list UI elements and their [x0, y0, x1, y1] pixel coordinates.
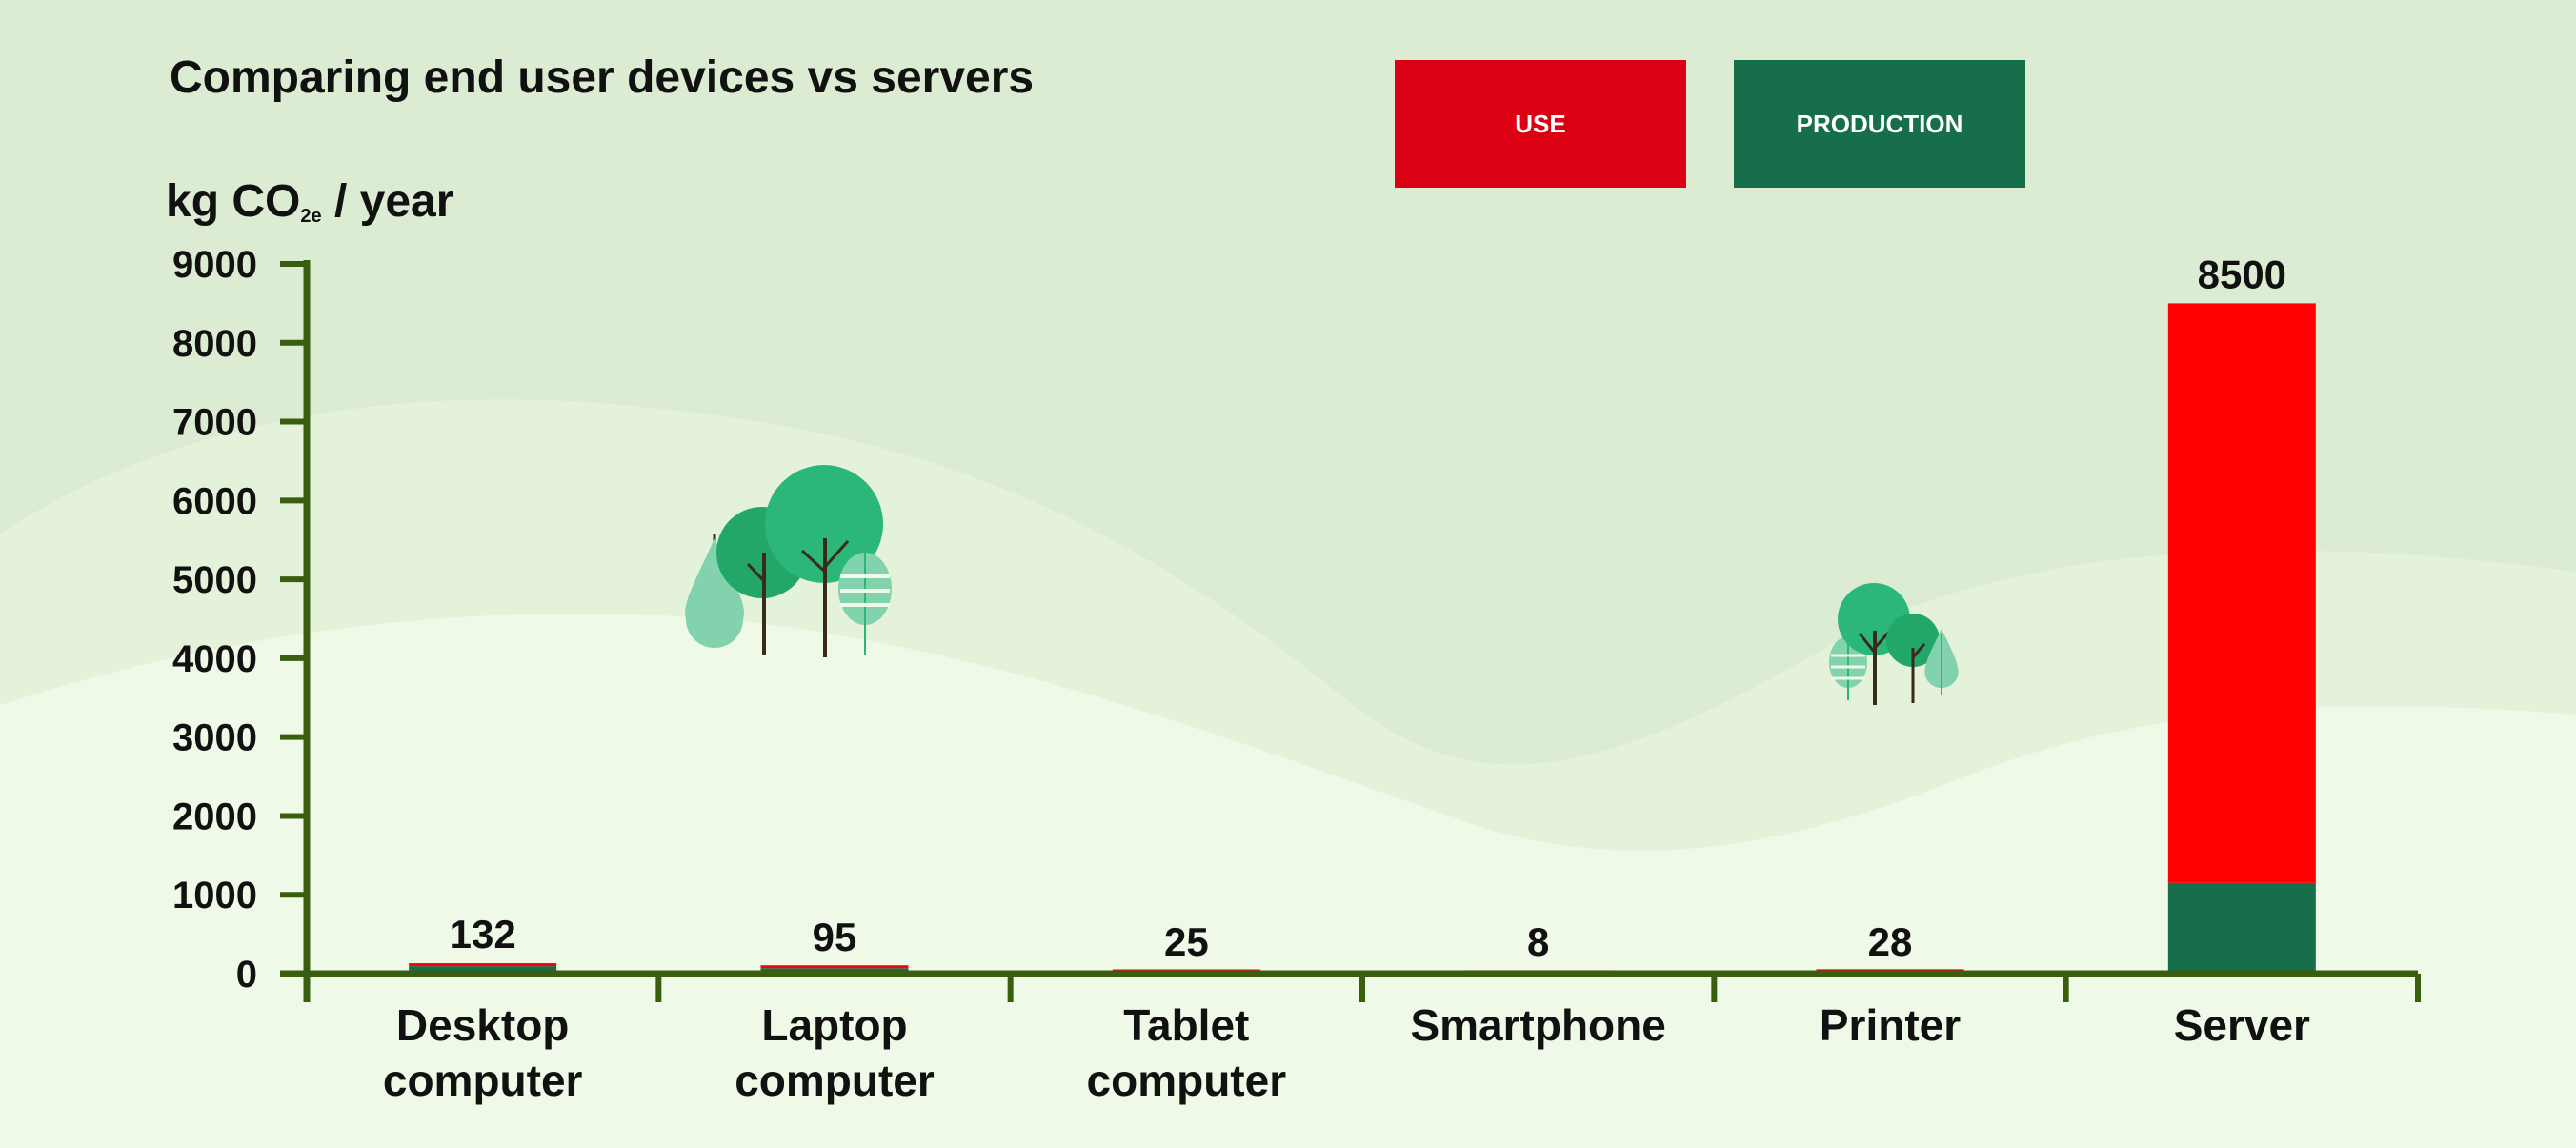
y-tick-label: 3000 — [172, 717, 257, 759]
y-tick-label: 8000 — [172, 323, 257, 365]
y-tick-label: 1000 — [172, 875, 257, 916]
y-axis-ticks: 0 1000 2000 3000 4000 5000 6000 7000 8000 9000 — [172, 244, 307, 996]
y-tick-label: 9000 — [172, 244, 257, 286]
axes — [280, 260, 2421, 1002]
y-tick-label: 0 — [236, 954, 257, 996]
bar-production — [2167, 882, 2316, 974]
x-tick-label: Server — [2174, 1000, 2310, 1050]
bar-total-label: 8500 — [2198, 252, 2286, 296]
y-tick-label: 7000 — [172, 402, 257, 444]
tree-group-right-icon — [1829, 583, 1959, 705]
x-tick-label-line: computer — [1087, 1056, 1287, 1105]
legend-use: USE — [1395, 60, 1686, 188]
x-tick-label-line: Server — [2174, 1000, 2310, 1050]
x-tick-label-line: Printer — [1820, 1000, 1961, 1050]
bar-use — [409, 963, 557, 967]
bar-total-label: 95 — [813, 915, 857, 959]
x-axis-ticks: Desktop computer Laptop computer Tablet compu… — [383, 1000, 2310, 1105]
bar-use — [2167, 303, 2316, 883]
x-tick-label: Tablet computer — [1087, 1000, 1287, 1105]
x-tick-label: Smartphone — [1410, 1000, 1665, 1050]
bar-total-label: 25 — [1164, 919, 1209, 964]
legend-production: PRODUCTION — [1734, 60, 2025, 188]
x-tick-label-line: Desktop — [396, 1000, 569, 1050]
x-tick-label-line: computer — [735, 1056, 935, 1105]
y-axis-label-subscript: 2e — [300, 206, 322, 227]
y-axis-label: kg CO2e / year — [166, 175, 453, 228]
x-tick-label-line: Tablet — [1123, 1000, 1249, 1050]
y-tick-label: 5000 — [172, 559, 257, 601]
y-axis-label-main: kg CO — [166, 176, 301, 227]
bar-total-label: 28 — [1868, 919, 1913, 964]
x-tick-label: Printer — [1820, 1000, 1961, 1050]
bar-total-label: 132 — [450, 912, 516, 957]
y-tick-label: 2000 — [172, 796, 257, 837]
bars — [409, 303, 2316, 974]
y-axis-label-unit: / year — [321, 176, 454, 227]
bar-total-label: 8 — [1527, 919, 1549, 964]
data-labels: 132 95 25 8 28 8500 — [450, 252, 2286, 964]
y-tick-label: 6000 — [172, 480, 257, 522]
x-tick-label-line: Smartphone — [1410, 1000, 1665, 1050]
tree-group-left-icon — [685, 465, 892, 657]
chart-title: Comparing end user devices vs servers — [170, 52, 1035, 103]
bar-production — [409, 966, 557, 974]
x-tick-label: Laptop computer — [735, 1000, 935, 1105]
x-tick-label-line: Laptop — [761, 1000, 907, 1050]
x-tick-label: Desktop computer — [383, 1000, 583, 1105]
x-tick-label-line: computer — [383, 1056, 583, 1105]
y-tick-label: 4000 — [172, 638, 257, 680]
bar-use — [760, 965, 909, 969]
